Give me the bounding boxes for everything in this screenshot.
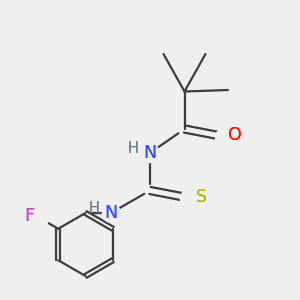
Text: H: H [89,201,100,216]
Text: F: F [24,207,34,225]
Text: F: F [24,207,34,225]
Text: N: N [143,144,157,162]
Text: S: S [196,188,207,206]
Text: O: O [228,126,242,144]
Text: H: H [128,141,139,156]
Text: N: N [104,204,118,222]
Text: H: H [89,201,100,216]
Text: S: S [196,188,207,206]
Text: N: N [143,144,157,162]
Text: O: O [228,126,242,144]
Text: N: N [104,204,118,222]
Text: H: H [128,141,139,156]
